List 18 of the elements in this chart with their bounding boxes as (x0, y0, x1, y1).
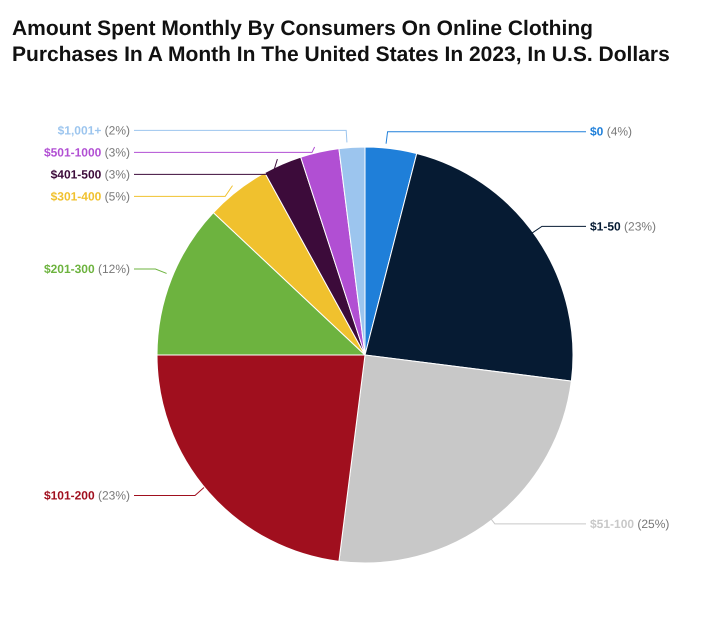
data-label: (25%) (634, 516, 670, 531)
data-label: (5%) (101, 189, 130, 204)
slice-label: $501-1000 (44, 145, 102, 160)
data-label: (3%) (101, 167, 130, 182)
data-label: (23%) (620, 219, 656, 234)
data-label: (12%) (94, 262, 130, 276)
slice-label: $1,001+ (58, 123, 102, 138)
data-label: (3%) (101, 145, 130, 160)
slice-label: $0 (590, 124, 604, 139)
slice-label: $101-200 (44, 488, 95, 502)
data-label: (2%) (101, 123, 130, 138)
data-label: (23%) (94, 488, 130, 502)
chart-title: Amount Spent Monthly By Consumers On Online Clothing Purchases In A Month In The United States In 2023, In U.S. Dollars (11, 16, 671, 68)
slice-label: $1-50 (590, 219, 622, 234)
slice-label: $301-400 (50, 189, 102, 204)
slice-label: $401-500 (50, 167, 102, 182)
slice-label: $201-300 (44, 262, 95, 276)
data-label: (4%) (603, 124, 632, 139)
